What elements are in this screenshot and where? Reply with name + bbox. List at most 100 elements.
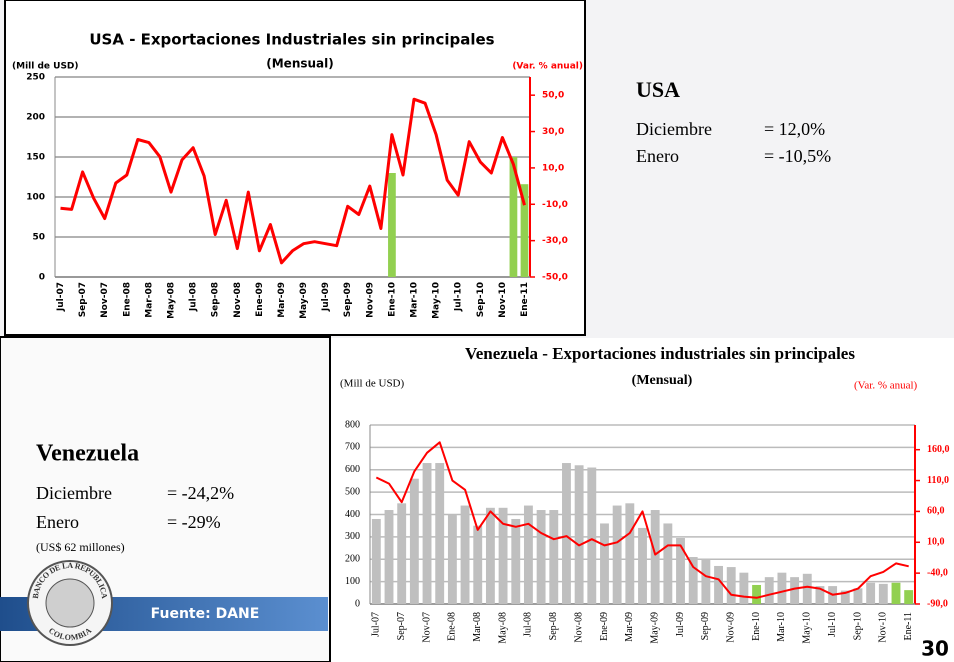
x-tick-label: Nov-10 <box>878 612 889 643</box>
logo-center <box>45 578 95 628</box>
bar <box>511 518 521 604</box>
y-tick-label: 100 <box>26 193 45 203</box>
bar <box>638 527 647 604</box>
x-tick-label: Mar-08 <box>472 612 483 642</box>
x-tick-label: Nov-08 <box>573 612 584 643</box>
x-tick-label: Mar-10 <box>776 612 787 642</box>
y-tick-label: 800 <box>345 419 360 430</box>
usa-row-label: Diciembre <box>636 119 712 139</box>
x-tick-label: Sep-10 <box>476 282 486 317</box>
x-tick-label: Ene-10 <box>387 282 397 317</box>
y2-tick-label: -50,0 <box>542 273 568 283</box>
bar <box>520 184 529 277</box>
x-tick-label: Ene-08 <box>447 612 458 641</box>
y-tick-label: 250 <box>26 73 45 83</box>
y2-tick-label: 160,0 <box>927 444 950 455</box>
x-tick-label: Sep-09 <box>343 282 353 317</box>
usa-row-label: Enero <box>636 146 679 166</box>
y2-tick-label: 60,0 <box>927 506 945 517</box>
chart-title: USA - Exportaciones Industriales sin pri… <box>89 31 494 49</box>
x-tick-label: Sep-10 <box>852 612 863 640</box>
bar <box>625 503 635 604</box>
bar <box>397 503 407 604</box>
y-tick-label: 600 <box>345 464 360 475</box>
bar <box>435 463 445 604</box>
bar <box>371 518 381 604</box>
y2-tick-label: -90,0 <box>927 598 948 609</box>
x-tick-label: Jul-07 <box>56 282 66 312</box>
y-axis-label: (Mill de USD) <box>12 62 79 72</box>
y2-axis-label: (Var. % anual) <box>512 62 583 72</box>
y-tick-label: 0 <box>39 273 45 283</box>
x-tick-label: Mar-09 <box>277 282 287 318</box>
x-tick-label: Sep-07 <box>78 282 88 317</box>
y-tick-label: 300 <box>345 531 360 542</box>
usa-heading: USA <box>636 77 680 102</box>
line <box>60 97 526 265</box>
x-tick-label: Jul-10 <box>827 612 838 637</box>
bar <box>904 590 914 604</box>
bar <box>549 510 559 604</box>
x-tick-label: Jul-07 <box>371 612 382 637</box>
x-tick-label: Sep-07 <box>396 612 407 640</box>
y-tick-label: 400 <box>345 509 360 520</box>
y2-tick-label: 50,0 <box>542 91 564 101</box>
bar <box>422 463 432 604</box>
y2-tick-label: -10,0 <box>542 200 568 210</box>
logo: BANCO DE LA REPUBLICA COLOMBIA <box>27 560 113 646</box>
y2-tick-label: 10,0 <box>542 163 564 173</box>
y2-tick-label: -40,0 <box>927 567 948 578</box>
y-tick-label: 100 <box>345 576 360 587</box>
bar <box>498 507 508 604</box>
x-tick-label: May-09 <box>299 282 309 319</box>
bar <box>523 505 533 604</box>
x-tick-label: Nov-07 <box>421 612 432 643</box>
x-tick-label: Jul-08 <box>189 282 199 312</box>
x-tick-label: Sep-09 <box>700 612 711 640</box>
chart-subtitle: (Mensual) <box>632 373 693 388</box>
venezuela-row-label: Diciembre <box>36 483 112 503</box>
x-tick-label: Ene-09 <box>255 282 265 317</box>
chart-title: Venezuela - Exportaciones industriales s… <box>465 344 855 363</box>
bar <box>891 582 901 604</box>
x-tick-label: Ene-09 <box>599 612 610 641</box>
venezuela-row-value: = -29% <box>167 512 221 532</box>
bar <box>663 523 673 604</box>
y-tick-label: 50 <box>32 233 45 243</box>
x-tick-label: Ene-11 <box>903 612 914 641</box>
x-tick-label: Mar-08 <box>144 282 154 318</box>
x-tick-label: Nov-09 <box>726 612 737 643</box>
venezuela-chart-frame <box>330 338 954 662</box>
page-number: 30 <box>921 637 949 661</box>
x-tick-label: May-10 <box>802 612 813 644</box>
bar <box>509 157 518 277</box>
bar <box>714 565 723 604</box>
x-tick-label: Nov-10 <box>498 282 508 318</box>
bar <box>650 510 660 604</box>
bar <box>600 523 609 604</box>
usa-chart-frame <box>4 0 586 336</box>
x-tick-label: Sep-08 <box>211 282 221 317</box>
bar <box>777 572 787 604</box>
bar <box>802 573 812 604</box>
bar <box>752 584 762 604</box>
source: Fuente: DANE <box>151 606 260 622</box>
y2-tick-label: 110,0 <box>927 475 949 486</box>
bar <box>726 567 736 604</box>
bar <box>473 525 483 604</box>
x-tick-label: Jul-10 <box>454 282 464 312</box>
bar <box>388 173 396 277</box>
y-tick-label: 150 <box>26 153 45 163</box>
y2-tick-label: 10,0 <box>927 537 945 548</box>
line <box>375 441 909 599</box>
venezuela-note: (US$ 62 millones) <box>36 540 125 554</box>
bar <box>384 510 394 604</box>
y2-tick-label: 30,0 <box>542 127 564 137</box>
x-tick-label: Ene-08 <box>122 282 132 317</box>
y-tick-label: 200 <box>26 113 45 123</box>
bar <box>840 590 850 604</box>
usa-row-value: = -10,5% <box>764 146 831 166</box>
x-tick-label: Ene-10 <box>751 612 762 641</box>
bar <box>878 583 888 604</box>
